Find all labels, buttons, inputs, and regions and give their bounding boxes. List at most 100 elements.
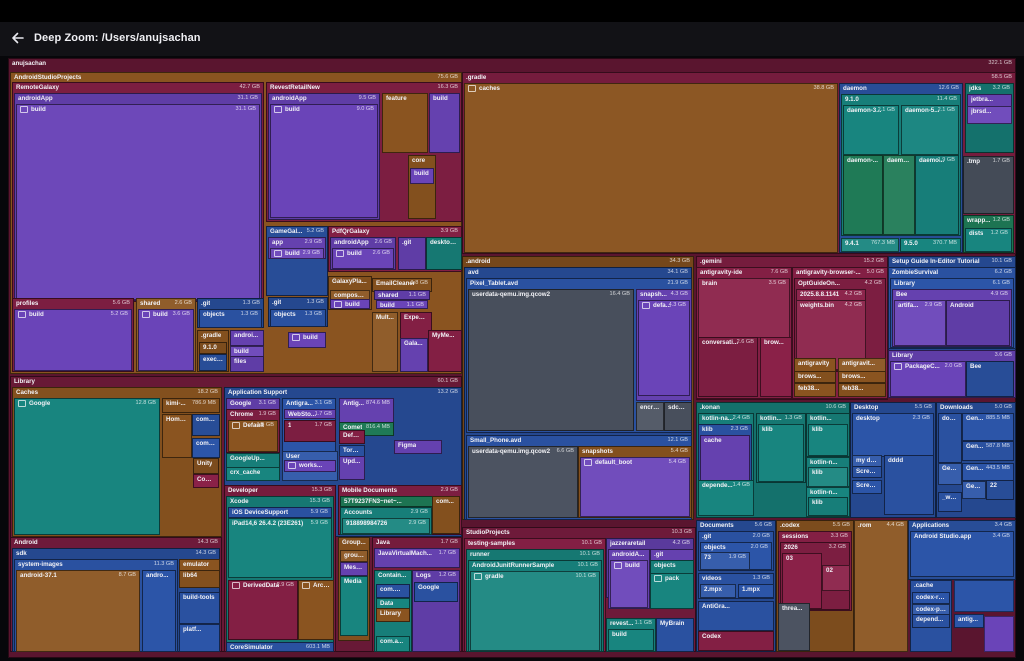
treemap-cell[interactable]: dddd [884, 455, 934, 515]
treemap-cell[interactable]: MyMe... [428, 330, 462, 372]
treemap-cell[interactable]: objects [650, 560, 694, 574]
treemap-cell[interactable]: files [230, 356, 264, 372]
treemap-cell[interactable]: com.mi... [376, 584, 410, 598]
treemap-cell[interactable]: Gen... 587.8 MB [962, 441, 1014, 461]
treemap-cell[interactable]: 9.5.0 370.7 MB [900, 238, 961, 252]
treemap-cell[interactable]: Codex [698, 631, 774, 651]
treemap-cell[interactable]: codex-ru... [912, 592, 950, 604]
treemap-cell[interactable]: crx_cache [226, 467, 280, 481]
treemap-cell[interactable]: works... [284, 460, 336, 472]
treemap-cell[interactable]: threa... [778, 603, 810, 651]
treemap-cell[interactable]: GenT... [938, 463, 962, 485]
treemap-cell[interactable]: daemon-3... 2.1 GB [843, 105, 899, 155]
treemap-cell[interactable]: 9.1.0 [199, 342, 227, 354]
treemap-cell[interactable]: AntiGra... [698, 601, 774, 631]
treemap-cell[interactable]: build [608, 629, 654, 651]
treemap-cell[interactable]: 2.mpx [700, 584, 736, 598]
treemap-cell[interactable]: pack [650, 573, 694, 609]
treemap-cell[interactable]: encry... [636, 402, 664, 431]
treemap-cell[interactable]: build [330, 299, 370, 309]
treemap-cell[interactable]: iOS DeviceSupport 5.9 GB [228, 507, 332, 518]
treemap-cell[interactable]: Figma [394, 440, 442, 454]
treemap-cell[interactable]: feb38... [838, 383, 886, 397]
treemap-cell[interactable]: com.a... [376, 636, 410, 652]
treemap-cell[interactable]: defa... 4.3 GB [638, 300, 690, 396]
treemap-cell[interactable]: build 31.1 GB [16, 104, 260, 300]
treemap-cell[interactable]: Default 1.5 GB [228, 420, 278, 452]
treemap-cell[interactable]: daemon-... [883, 155, 915, 235]
treemap-cell[interactable]: iPad14,6 26.4.2 (23E261) 5.9 GB [228, 518, 332, 578]
treemap-cell[interactable]: Android Studio.app 3.4 GB [910, 531, 1014, 577]
treemap-cell[interactable]: userdata-qemu.img.qcow2 16.4 GB [468, 289, 634, 431]
treemap-cell[interactable]: depend... [912, 614, 950, 628]
treemap-cell[interactable]: jbrsd... [967, 106, 1012, 124]
treemap-cell[interactable]: klib [808, 424, 848, 456]
treemap-cell[interactable]: Android [946, 300, 1010, 346]
treemap-cell[interactable]: 9.4.1 767.3 MB [841, 238, 899, 252]
treemap-cell[interactable]: kimi-... 786.9 MB [162, 398, 220, 413]
treemap-cell[interactable]: sdcard... [664, 402, 692, 431]
treemap-cell[interactable]: daemon-5... 2.1 GB [901, 105, 959, 155]
treemap-cell[interactable]: JavaVirtualMach... 1.7 GB [374, 548, 460, 568]
treemap-cell[interactable]: Library [376, 608, 410, 622]
treemap-cell[interactable]: feature [382, 93, 428, 153]
treemap-cell[interactable]: .git [398, 237, 426, 270]
treemap-cell[interactable]: lib64 [179, 570, 220, 588]
treemap-cell[interactable]: desktop... [426, 237, 462, 270]
treemap-cell[interactable]: androi... [230, 330, 264, 346]
treemap-cell[interactable]: Bee [966, 361, 1014, 397]
treemap-cell[interactable]: cache [700, 435, 750, 481]
treemap-cell[interactable]: core [408, 155, 436, 219]
treemap-cell[interactable]: desktop 2.3 GB [852, 413, 934, 457]
treemap-tile[interactable] [954, 580, 1014, 612]
treemap-cell[interactable]: antigravit... [838, 358, 886, 372]
treemap-cell[interactable]: Screen ... [852, 466, 882, 478]
treemap-cell[interactable]: 02 [822, 565, 850, 591]
treemap-cell[interactable]: MyBrain [656, 618, 694, 652]
treemap-cell[interactable]: antigravity [794, 358, 836, 372]
treemap-cell[interactable]: Mult... [372, 312, 398, 372]
treemap-cell[interactable]: objects 1.3 GB [270, 309, 326, 327]
treemap-cell[interactable]: 1 1.7 GB [284, 420, 336, 442]
treemap-cell[interactable]: DerivedData 2.9 GB [228, 580, 298, 640]
treemap-cell[interactable]: default_boot 5.4 GB [580, 457, 690, 517]
treemap-cell[interactable]: klib [758, 424, 804, 482]
treemap-cell[interactable]: group... [340, 550, 368, 562]
treemap-cell[interactable]: .rom 4.4 GB [854, 520, 908, 652]
treemap-cell[interactable]: shared 1.1 GB [374, 290, 430, 300]
treemap-cell[interactable]: antig... [954, 614, 984, 628]
treemap-cell[interactable]: depende... 1.4 GB [698, 480, 754, 516]
treemap-cell[interactable]: Gen... 885.5 MB [962, 413, 1014, 441]
treemap-cell[interactable]: dow... [938, 413, 962, 463]
treemap-cell[interactable]: build [429, 93, 460, 153]
treemap-cell[interactable]: andro... [142, 570, 176, 652]
treemap-cell[interactable]: execu... [199, 354, 227, 371]
treemap-cell[interactable]: Comet [193, 474, 219, 488]
treemap-cell[interactable]: brain 3.5 GB [698, 278, 790, 338]
treemap-cell[interactable]: klib [808, 497, 848, 516]
treemap-cell[interactable]: userdata-qemu.img.qcow2 6.6 GB [468, 446, 578, 518]
treemap-cell[interactable]: build 2.6 GB [332, 248, 394, 269]
treemap-cell[interactable]: 03 [782, 553, 822, 609]
treemap-cell[interactable]: Google [414, 582, 458, 602]
treemap-cell[interactable]: dists 1.2 GB [965, 228, 1012, 252]
treemap-cell[interactable]: daemon-... [843, 155, 883, 235]
treemap-cell[interactable]: com.go... [192, 414, 220, 436]
treemap-cell[interactable]: Messa... [340, 562, 368, 576]
treemap-cell[interactable]: build 5.2 GB [14, 309, 132, 371]
treemap-cell[interactable]: build-tools [179, 592, 220, 624]
treemap-cell[interactable]: PackageC... 2.0 GB [890, 361, 966, 397]
treemap-cell[interactable]: brows... [838, 371, 886, 383]
treemap-cell[interactable]: klib [808, 467, 848, 487]
treemap-cell[interactable]: com.pl... [192, 438, 220, 458]
treemap-cell[interactable]: Google 12.8 GB [14, 398, 160, 535]
treemap-cell[interactable]: build [610, 560, 648, 608]
treemap-cell[interactable]: daemo... 1.9 GB [915, 155, 959, 235]
treemap-cell[interactable]: WebSto... 1.7 GB [284, 409, 336, 419]
treemap-cell[interactable]: Gen... [962, 481, 986, 499]
treemap-cell[interactable]: Screen ... [852, 480, 882, 494]
treemap-cell[interactable]: 1.mpx [738, 584, 774, 598]
treemap-cell[interactable]: caches 38.8 GB [464, 83, 838, 253]
treemap-cell[interactable]: feb38... [794, 383, 836, 397]
treemap-cell[interactable]: build 2.9 GB [270, 248, 324, 259]
